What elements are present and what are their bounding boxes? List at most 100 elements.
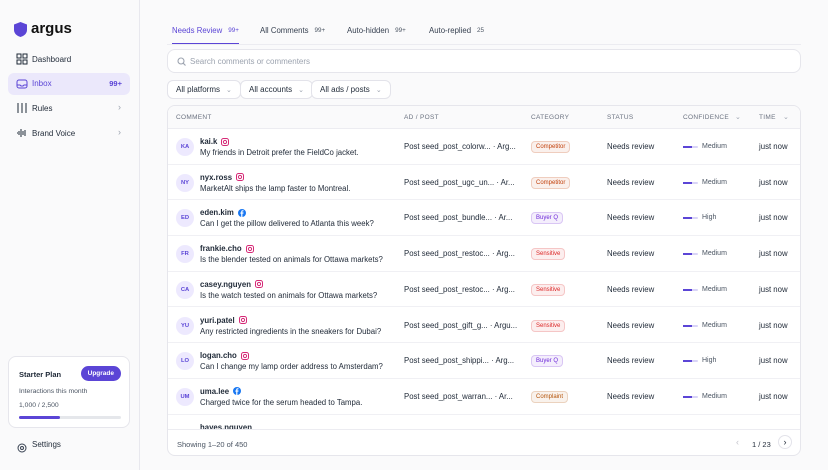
confidence-bar [683, 288, 698, 291]
confidence-bar [683, 146, 698, 148]
column-header: COMMENT [176, 114, 212, 121]
category-badge: Complaint [531, 390, 569, 403]
filter-label: All platforms [176, 85, 221, 94]
column-header: CONFIDENCE [683, 114, 729, 121]
platform-icon [255, 280, 263, 289]
username-text: casey.nguyen [200, 279, 251, 289]
settings-link[interactable]: Settings [32, 440, 61, 449]
confidence-fill [683, 324, 692, 327]
filter-chevron: ⌄ [298, 86, 305, 94]
table-row[interactable]: NY nyx.ross MarketAlt ships the lamp faste… [168, 165, 800, 201]
next-page[interactable]: › [778, 435, 792, 449]
comment-text: Charged twice for the serum headed to Ta… [200, 397, 363, 407]
confidence-label: Medium [702, 178, 727, 186]
column-header: AD / POST [404, 114, 439, 121]
table-card: COMMENT AD / POST CATEGORY STATUS CONFIDENCE… [167, 105, 801, 456]
search-placeholder: Search comments or commenters [190, 57, 311, 66]
username: yuri.patel [200, 316, 247, 325]
category-badge: Sensitive [531, 283, 566, 296]
platform-icon [221, 137, 230, 146]
upgrade-button[interactable]: Upgrade [80, 366, 121, 381]
filter-label: All accounts [249, 85, 293, 94]
main: Needs Review 99+ All Comments 99+ Auto-hidde… [140, 0, 828, 470]
tab-count: 25 [477, 27, 485, 34]
comment-text: My friends in Detroit prefer the FieldCo… [200, 148, 359, 157]
table-row[interactable]: CA casey.nguyen Is the watch tested on ani… [168, 272, 800, 308]
table-row[interactable]: YU yuri.patel Any restricted ingredients i… [168, 308, 800, 344]
filter-dropdown[interactable]: All accounts ⌄ [240, 80, 314, 99]
nav-icon [16, 78, 28, 90]
avatar: ED [176, 209, 194, 228]
confidence-bar [683, 360, 698, 363]
confidence-fill [683, 360, 692, 363]
confidence-bar [683, 324, 698, 327]
time: just now [759, 284, 788, 294]
table-row[interactable]: hayes.nguyen [168, 415, 800, 429]
plan-title: Starter Plan [19, 370, 62, 379]
status: Needs review [607, 320, 655, 330]
time: just now [759, 391, 788, 401]
platform-icon [237, 208, 246, 217]
prev-page[interactable]: ‹ [736, 437, 739, 447]
filter-dropdown[interactable]: All ads / posts ⌄ [311, 80, 391, 99]
time: just now [759, 249, 788, 259]
nav-label: Rules [32, 103, 53, 113]
post-name: Post seed_post_ugc_un... · Ar... [404, 177, 515, 187]
tab[interactable]: Auto-replied 25 [429, 26, 484, 42]
avatar-initials: KA [180, 144, 190, 150]
username-text: logan.cho [200, 351, 237, 361]
tab-label: Auto-replied [429, 26, 472, 35]
status: Needs review [607, 356, 655, 366]
avatar-initials: YU [180, 322, 190, 329]
table-row[interactable]: KA kai.k My friends in Detroit prefer the … [168, 129, 800, 165]
confidence-label: High [702, 357, 717, 365]
confidence-bar [683, 217, 698, 220]
nav-badge: 99+ [109, 78, 122, 88]
column-header: STATUS [607, 114, 634, 121]
post-name: Post seed_post_gift_g... · Argu... [404, 320, 518, 330]
filter-label: All ads / posts [320, 85, 370, 94]
post-name: Post seed_post_shippi... · Arg... [404, 356, 515, 366]
platform-icon [236, 173, 245, 182]
avatar: KA [176, 138, 194, 156]
platform-icon [240, 351, 249, 360]
nav-icon [16, 127, 28, 139]
table-row[interactable]: FR frankie.cho Is the blender tested on an… [168, 236, 800, 272]
nav-label: Dashboard [32, 54, 72, 64]
username: hayes.nguyen [200, 423, 252, 429]
avatar-initials: NY [180, 179, 190, 186]
confidence-label: High [702, 214, 717, 222]
nav-item[interactable]: Rules › [8, 97, 130, 119]
sort-icon: ⌄ [735, 114, 741, 121]
avatar-initials: ED [180, 215, 190, 222]
nav-item[interactable]: Brand Voice › [8, 122, 130, 144]
sidebar: argus Dashboard Inbox 99+ Rules › Brand Voice ›… [0, 0, 140, 470]
platform-icon [238, 316, 247, 324]
confidence-label: Medium [702, 250, 727, 258]
table-row[interactable]: ED eden.kim Can I get the pillow delivered… [168, 200, 800, 237]
tab-label: Auto-hidden [347, 26, 390, 35]
tab[interactable]: Needs Review 99+ [172, 26, 239, 44]
filter-dropdown[interactable]: All platforms ⌄ [167, 80, 241, 99]
tab[interactable]: Auto-hidden 99+ [347, 26, 406, 42]
logo-text: argus [31, 20, 72, 37]
status: Needs review [607, 177, 655, 187]
post-name: Post seed_post_bundle... · Ar... [404, 213, 513, 223]
nav-item[interactable]: Dashboard [8, 48, 130, 70]
avatar-initials: FR [181, 251, 189, 258]
confidence-label: Medium [702, 285, 727, 293]
plan-card: Starter Plan Upgrade Interactions this mon… [8, 356, 130, 428]
time: just now [759, 356, 788, 366]
search-box[interactable]: Search comments or commenters [167, 49, 801, 73]
confidence-label: Medium [702, 143, 727, 150]
username-text: frankie.cho [200, 244, 242, 254]
tab[interactable]: All Comments 99+ [260, 26, 325, 42]
nav-item[interactable]: Inbox 99+ [8, 72, 130, 95]
filter-chevron: ⌄ [375, 86, 382, 94]
table-row[interactable]: LO logan.cho Can I change my lamp order ad… [168, 343, 800, 379]
table-row[interactable]: UM uma.lee Charged twice for the serum hea… [168, 379, 800, 415]
filter-chevron: ⌄ [226, 86, 232, 94]
username: uma.lee [200, 387, 242, 396]
post-name: Post seed_post_warran... · Ar... [404, 391, 513, 401]
